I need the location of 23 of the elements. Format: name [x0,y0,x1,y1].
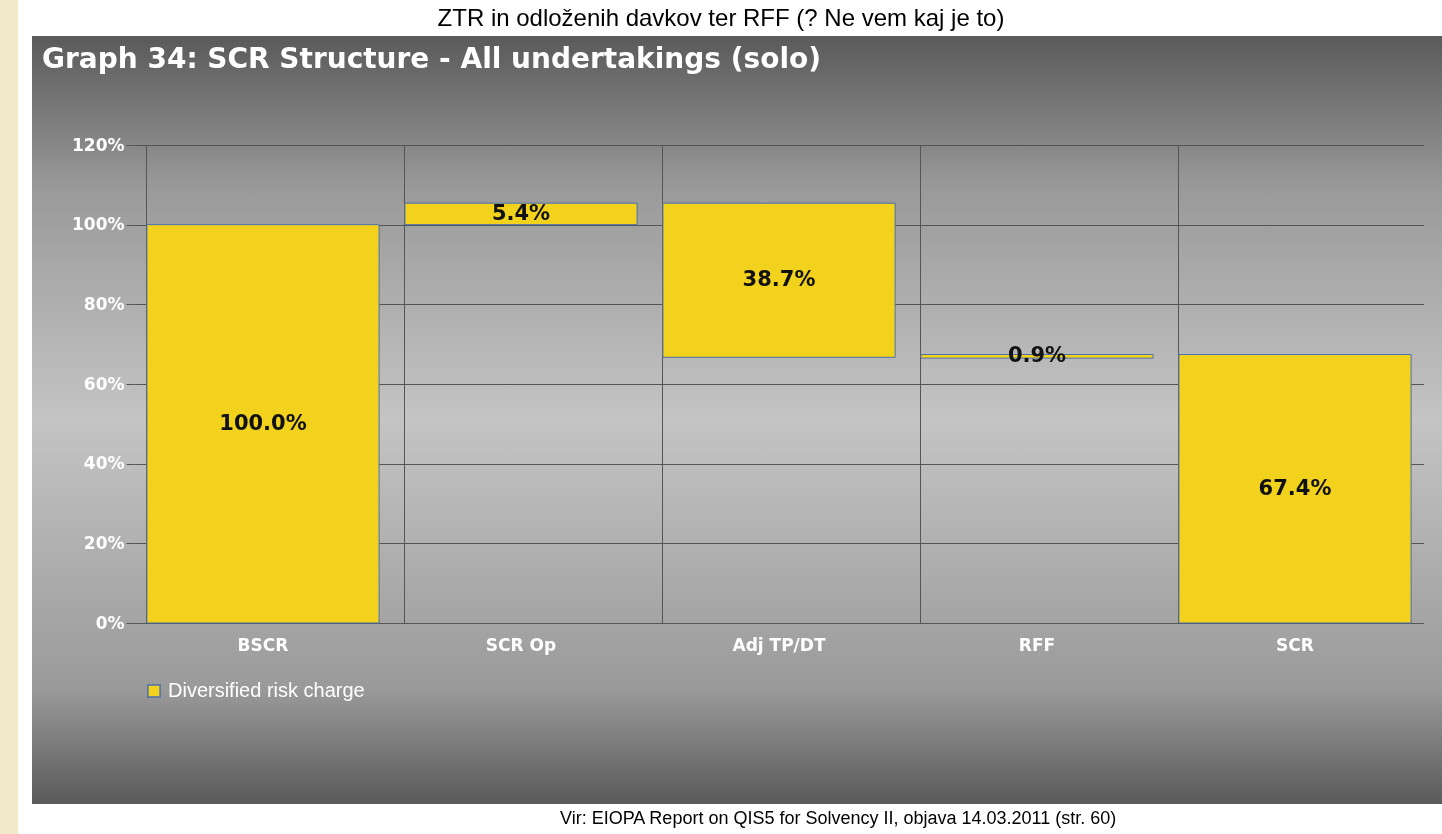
chart-title: Graph 34: SCR Structure - All undertakings (solo) [42,42,822,75]
legend-label: Diversified risk charge [168,679,365,701]
bar [662,202,896,358]
text: Vir: EIOPA Report on QIS5 for Solvency II, objava 14.03.2011 (str. 60) [560,808,1117,829]
data-label: 38.7% [742,267,816,292]
x-tick-label: RFF [1018,634,1056,655]
y-tick-label: 60% [83,373,125,394]
y-tick-label: 20% [83,532,125,553]
y-tick-label: 40% [83,453,125,474]
bar [146,224,380,624]
text: ZTR in odloženih davkov ter RFF (? Ne vem kaj je to) [436,4,1006,32]
x-tick-label: SCR Op [485,634,557,655]
bar [1178,354,1412,624]
x-tick-label: Adj TP/DT [732,634,826,655]
y-tick-label: 100% [71,214,125,235]
data-label: 5.4% [491,200,551,225]
data-label: 67.4% [1258,475,1332,500]
y-tick-label: 0% [95,612,125,633]
data-label: 100.0% [219,410,307,435]
x-tick-label: BSCR [237,634,289,655]
y-tick-label: 120% [71,134,125,155]
y-tick-label: 80% [83,293,125,314]
x-tick-label: SCR [1276,634,1314,655]
